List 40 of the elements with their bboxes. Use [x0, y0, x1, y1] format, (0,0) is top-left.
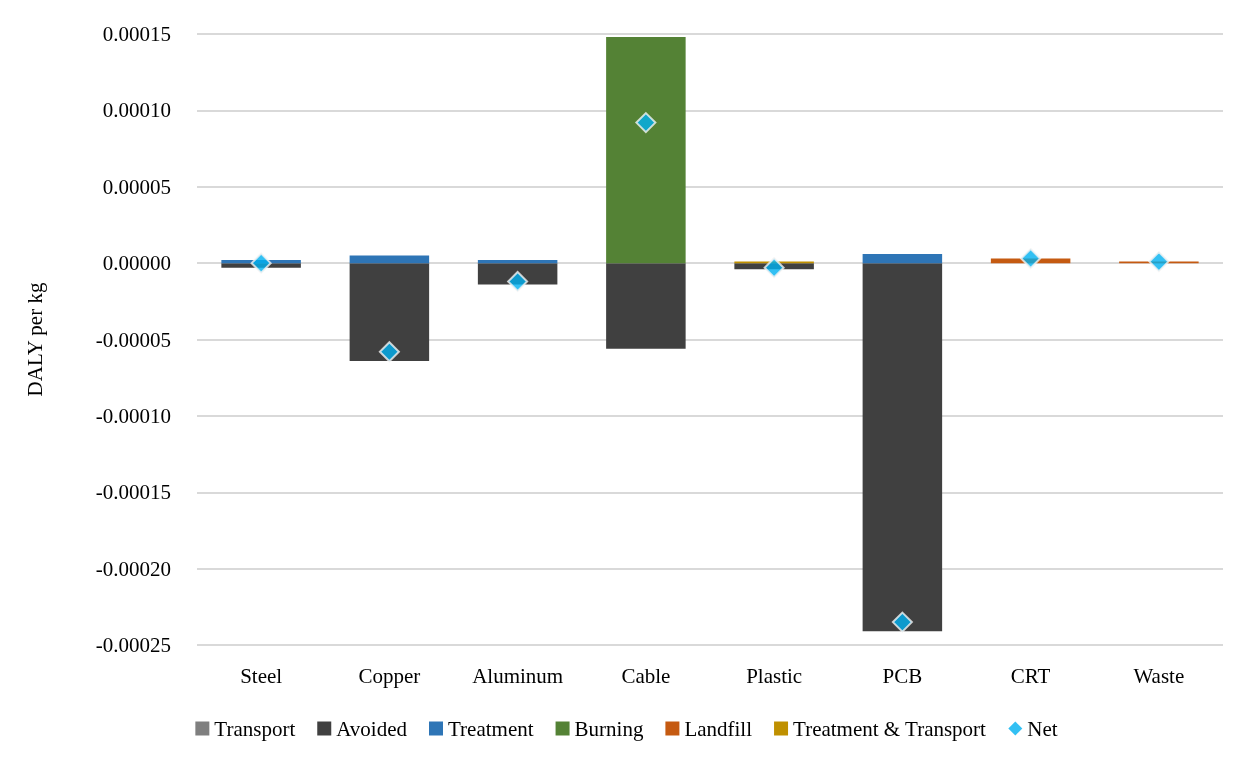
point: [635, 112, 657, 134]
x-tick-label: Cable: [621, 663, 671, 688]
point: [378, 341, 400, 363]
x-tick-label: PCB: [882, 663, 923, 688]
point: [891, 611, 913, 633]
x-tick-label: Waste: [1133, 663, 1185, 688]
legend-label: Treatment & Transport: [793, 716, 987, 741]
x-tick-label: CRT: [1010, 663, 1051, 688]
y-tick-label: -0.00005: [95, 327, 171, 352]
y-tick-label: -0.00025: [95, 633, 171, 657]
legend-label: Landfill: [684, 716, 753, 741]
bar: [606, 263, 686, 349]
point: [1148, 251, 1170, 273]
y-tick-label: 0.00015: [102, 22, 171, 46]
y-tick-label: 0.00005: [102, 174, 171, 199]
x-tick-label: Copper: [358, 663, 421, 688]
point: [1020, 248, 1042, 270]
legend-label: Transport: [214, 716, 296, 741]
x-tick-label: Aluminum: [472, 663, 564, 688]
legend-label: Burning: [574, 716, 644, 741]
bar: [862, 253, 943, 264]
y-tick-label: 0.00010: [102, 98, 171, 123]
point: [507, 270, 529, 292]
bar: [606, 37, 686, 264]
legend-label: Net: [1027, 716, 1058, 741]
bar: [477, 260, 558, 264]
y-tick-label: -0.00020: [95, 556, 171, 581]
x-tick-label: Plastic: [746, 663, 803, 688]
y-tick-label: -0.00015: [95, 480, 171, 505]
legend-label: Avoided: [336, 716, 408, 741]
point: [250, 252, 272, 274]
y-tick-label: -0.00010: [95, 403, 171, 428]
bar: [349, 255, 430, 264]
y-tick-label: 0.00000: [102, 251, 171, 276]
point: [763, 257, 785, 279]
y-axis-title: DALY per kg: [22, 282, 47, 397]
legend-label: Treatment: [448, 716, 534, 741]
x-tick-label: Steel: [240, 663, 283, 688]
bar: [349, 263, 430, 361]
bar: [862, 263, 943, 632]
